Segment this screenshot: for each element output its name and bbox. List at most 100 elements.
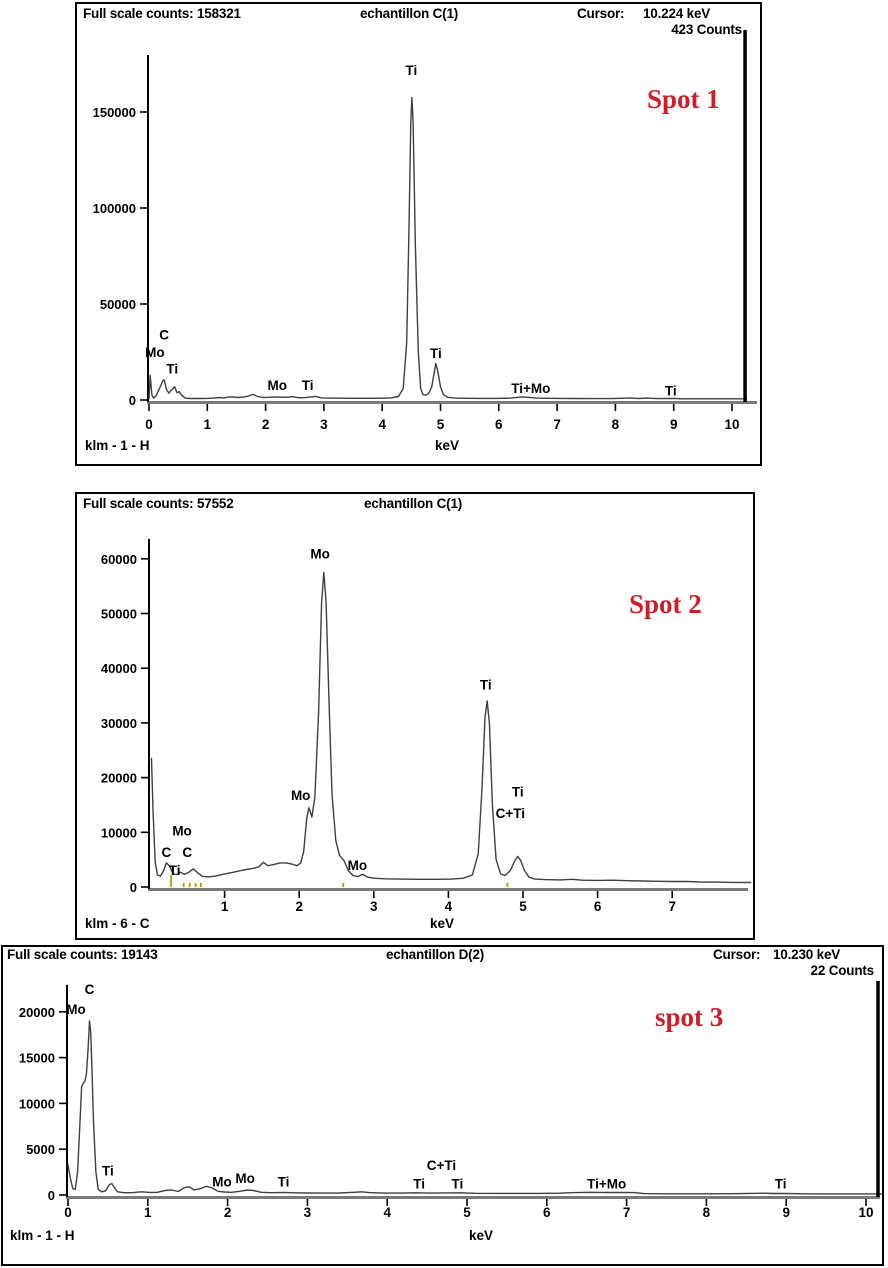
x-tick-label: 3: [370, 899, 378, 914]
klm-marker-label: klm - 1 - H: [10, 1228, 75, 1243]
cursor-counts-value: 423 Counts: [671, 22, 742, 37]
y-tick-label: 20000: [19, 1005, 55, 1020]
spectrum-trace: [148, 96, 748, 400]
x-tick-label: 7: [668, 899, 676, 914]
y-tick-label: 60000: [101, 552, 137, 567]
x-tick-label: 2: [224, 1205, 232, 1220]
y-tick-label: 50000: [100, 297, 136, 312]
peak-label-mo: Mo: [310, 546, 330, 561]
x-tick-label: 1: [204, 417, 212, 432]
peak-label-c-ti: C+Ti: [427, 1158, 456, 1173]
x-tick-label: 3: [320, 417, 328, 432]
spectrum-panel-spot3: 0 5000 10000 15000 20000 0 1 2 3 4 5 6 7 8 9 10 C Mo Ti Mo M…: [1, 945, 884, 1266]
peak-label-ti-mo: Ti+Mo: [511, 381, 550, 396]
x-tick-label: 0: [64, 1205, 72, 1220]
x-tick-label: 5: [437, 417, 445, 432]
spectrum-panel-spot2: 0 10000 20000 30000 40000 50000 60000 1 2 3 4 5 6 7 C T…: [75, 492, 755, 940]
peak-label-ti: Ti: [775, 1177, 787, 1192]
x-axis-unit-label: keV: [468, 1228, 494, 1243]
x-tick-label: 4: [383, 1205, 391, 1220]
klm-marker-label: klm - 6 - C: [85, 916, 150, 931]
x-tick-label: 8: [703, 1205, 711, 1220]
y-tick-label: 5000: [26, 1142, 55, 1157]
peak-label-ti: Ti: [102, 1163, 114, 1178]
peak-label-mo: Mo: [145, 345, 165, 360]
full-scale-counts-label: Full scale counts: 19143: [7, 947, 158, 962]
spectrum-panel-spot1: 0 50000 100000 150000 0 1 2 3 4 5 6 7 8 9 10 C Mo Ti Mo Ti T…: [75, 2, 762, 466]
peak-label-mo: Mo: [348, 858, 368, 873]
peak-label-ti: Ti: [166, 361, 178, 376]
y-tick-label: 0: [48, 1188, 55, 1203]
peak-label-mo: Mo: [268, 378, 288, 393]
peak-label-ti: Ti: [430, 346, 442, 361]
y-tick-label: 10000: [19, 1096, 55, 1111]
y-tick-label: 15000: [19, 1051, 55, 1066]
y-tick-label: 150000: [93, 105, 136, 120]
y-tick-label: 0: [130, 880, 137, 895]
peak-label-c: C: [159, 328, 169, 343]
element-marker-tick: [506, 883, 509, 887]
peak-label-c: C: [162, 845, 172, 860]
x-axis-unit-label: keV: [434, 438, 460, 453]
element-marker-tick: [342, 883, 345, 887]
peak-label-ti: Ti: [278, 1174, 290, 1189]
element-marker-tick: [170, 875, 172, 887]
y-tick-label: 10000: [101, 825, 137, 840]
cursor-label: Cursor:: [713, 947, 761, 962]
peak-label-ti: Ti: [665, 383, 677, 398]
peak-label-ti: Ti: [169, 863, 181, 878]
x-axis-line: [66, 1196, 880, 1199]
x-tick-label: 7: [553, 417, 561, 432]
peak-label-ti-mo: Ti+Mo: [587, 1177, 626, 1192]
peak-label-ti: Ti: [512, 784, 524, 799]
cursor-label: Cursor:: [577, 6, 625, 21]
x-tick-label: 2: [262, 417, 270, 432]
x-tick-label: 3: [304, 1205, 312, 1220]
x-tick-label: 0: [145, 417, 153, 432]
peak-label-ti: Ti: [480, 678, 492, 693]
peak-label-ti: Ti: [302, 378, 314, 393]
peak-label-ti: Ti: [405, 63, 417, 78]
element-marker-tick: [188, 883, 191, 887]
cursor-kev-value: 10.230 keV: [773, 947, 841, 962]
peak-label-ti: Ti: [413, 1177, 425, 1192]
cursor-kev-value: 10.224 keV: [643, 6, 711, 21]
x-tick-label: 6: [495, 417, 503, 432]
x-tick-label: 7: [623, 1205, 631, 1220]
element-marker-tick: [182, 883, 185, 887]
peak-label-mo: Mo: [235, 1171, 255, 1186]
peak-label-c-ti: C+Ti: [496, 806, 525, 821]
x-tick-label: 4: [445, 899, 453, 914]
x-tick-label: 6: [543, 1205, 551, 1220]
element-marker-tick: [194, 883, 197, 887]
y-tick-label: 100000: [93, 201, 136, 216]
x-tick-label: 9: [782, 1205, 790, 1220]
y-tick-label: 20000: [101, 771, 137, 786]
spot-label-2: Spot 2: [629, 589, 702, 619]
spot-label-3: spot 3: [655, 1002, 724, 1032]
sample-name-label: echantillon D(2): [386, 947, 485, 962]
peak-label-mo: Mo: [291, 788, 311, 803]
element-marker-tick: [199, 883, 202, 887]
x-tick-label: 5: [519, 899, 527, 914]
spectrum-trace: [150, 571, 752, 884]
spot-label-1: Spot 1: [647, 84, 720, 114]
peak-label-c: C: [182, 845, 192, 860]
peak-label-c: C: [85, 982, 95, 997]
full-scale-counts-label: Full scale counts: 57552: [83, 496, 234, 511]
x-tick-label: 8: [612, 417, 620, 432]
x-tick-label: 1: [144, 1205, 152, 1220]
sample-name-label: echantillon C(1): [360, 6, 459, 21]
y-tick-label: 0: [129, 393, 136, 408]
peak-label-ti: Ti: [452, 1177, 464, 1192]
sample-name-label: echantillon C(1): [364, 496, 463, 511]
x-axis-line: [148, 888, 748, 891]
x-axis-line: [147, 401, 757, 404]
x-tick-label: 5: [463, 1205, 471, 1220]
x-tick-label: 1: [221, 899, 229, 914]
x-tick-label: 4: [378, 417, 386, 432]
